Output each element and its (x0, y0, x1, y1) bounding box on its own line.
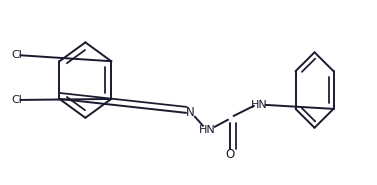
Text: Cl: Cl (12, 95, 23, 105)
Text: N: N (185, 106, 195, 119)
Text: O: O (225, 148, 234, 161)
Text: Cl: Cl (12, 50, 23, 60)
Text: HN: HN (199, 125, 215, 135)
Text: HN: HN (251, 100, 268, 110)
